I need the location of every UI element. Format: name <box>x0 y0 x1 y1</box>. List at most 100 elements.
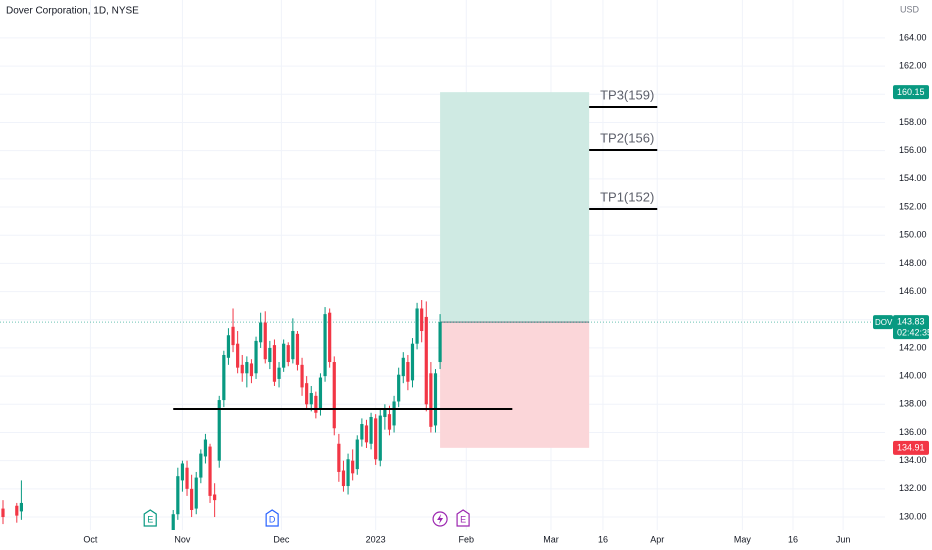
candle-body <box>351 460 355 474</box>
candle-body <box>245 362 249 374</box>
y-tick-label: 150.00 <box>899 230 927 240</box>
y-tick-label: 130.00 <box>899 511 927 521</box>
symbol-label-bg <box>873 315 893 330</box>
price-label-bg <box>893 85 929 100</box>
candle-body <box>208 446 212 496</box>
x-tick-label: Mar <box>543 534 559 544</box>
candle-body <box>1 508 5 518</box>
y-tick-label: 162.00 <box>899 60 927 70</box>
event-marker: E <box>143 509 157 527</box>
candle-body <box>397 374 401 402</box>
last-price-bg <box>893 315 929 340</box>
candle-body <box>341 470 346 487</box>
candle-body <box>213 494 217 501</box>
candle-body <box>176 476 180 515</box>
candle-body <box>355 439 359 470</box>
candle-body <box>309 393 313 405</box>
y-tick-label: 156.00 <box>899 145 927 155</box>
plot-area: TP1(152) TP2(156) TP3(159) E D E <box>0 87 885 530</box>
candle-body <box>180 463 185 481</box>
profit-zone <box>440 92 590 323</box>
event-shape <box>265 509 279 527</box>
target-label: TP3(159) <box>600 87 654 102</box>
candle-body <box>236 343 240 368</box>
y-tick-label: 164.00 <box>899 32 927 42</box>
lightning-icon <box>437 514 444 524</box>
y-tick-label: 140.00 <box>899 370 927 380</box>
candle-body <box>277 367 281 379</box>
candle-body <box>231 326 235 346</box>
candle-body <box>406 362 410 382</box>
y-tick-label: 146.00 <box>899 286 927 296</box>
candle-body <box>185 467 189 489</box>
event-marker: D <box>265 509 279 527</box>
event-marker: E <box>456 509 470 527</box>
target-label: TP2(156) <box>600 130 654 145</box>
candle-body <box>374 418 378 460</box>
x-tick-label: 2023 <box>366 534 386 544</box>
candle-body <box>328 312 332 363</box>
candle-body <box>226 335 231 358</box>
candle-body <box>314 395 318 413</box>
candle-body <box>171 514 175 530</box>
candle-body <box>424 316 428 405</box>
candle-body <box>401 357 405 377</box>
candle-body <box>240 364 244 374</box>
x-tick-label: 16 <box>788 534 798 544</box>
candle-body <box>217 400 221 461</box>
candle-body <box>305 383 309 405</box>
candle-body <box>282 343 286 368</box>
candle-body <box>272 345 277 382</box>
price-label: 160.15 <box>897 87 925 97</box>
candle-body <box>15 505 19 516</box>
axes: 130.00 132.00 134.00 136.00 138.00 140.00 142.… <box>83 32 932 544</box>
event-marker <box>432 511 448 527</box>
x-tick-label: Apr <box>650 534 664 544</box>
y-tick-label: 148.00 <box>899 258 927 268</box>
candle-body <box>337 443 341 472</box>
candle-body <box>364 425 369 443</box>
x-tick-label: Feb <box>459 534 475 544</box>
target-label: TP1(152) <box>600 189 654 204</box>
symbol-label: DOV <box>875 318 893 327</box>
y-tick-label: 134.00 <box>899 455 927 465</box>
event-label: E <box>147 514 153 524</box>
y-tick-label: 154.00 <box>899 173 927 183</box>
event-shape <box>143 509 157 527</box>
candle-body <box>300 364 304 388</box>
candle-body <box>383 409 387 417</box>
candle-body <box>346 459 350 487</box>
candle-body <box>332 362 336 429</box>
candle-body <box>360 424 364 440</box>
candle-body <box>433 373 438 426</box>
price-label-bg <box>893 440 929 455</box>
y-tick-label: 132.00 <box>899 483 927 493</box>
candle-body <box>318 377 323 410</box>
candle-body <box>420 308 424 332</box>
candle-body <box>410 343 415 381</box>
x-tick-label: Nov <box>174 534 191 544</box>
x-tick-label: 16 <box>598 534 608 544</box>
event-shape <box>456 509 470 527</box>
candle-body <box>222 354 226 401</box>
candle-body <box>378 415 382 461</box>
candle-body <box>369 416 373 444</box>
currency: USD <box>900 4 920 14</box>
countdown: 02:42:35 <box>897 328 932 338</box>
candle-body <box>254 340 258 374</box>
candle-body <box>291 331 295 360</box>
event-label: D <box>269 514 276 524</box>
candle-body <box>415 308 419 344</box>
event-label: E <box>460 514 466 524</box>
last-price: 143.83 <box>897 317 925 327</box>
candle-body <box>323 314 327 377</box>
candle-body <box>203 439 208 457</box>
y-tick-label: 152.00 <box>899 201 927 211</box>
x-tick-label: May <box>734 534 752 544</box>
candle-body <box>438 322 442 363</box>
candle-body <box>249 363 254 377</box>
loss-zone <box>440 322 590 448</box>
candle-body <box>199 453 203 478</box>
x-tick-label: Jun <box>836 534 851 544</box>
